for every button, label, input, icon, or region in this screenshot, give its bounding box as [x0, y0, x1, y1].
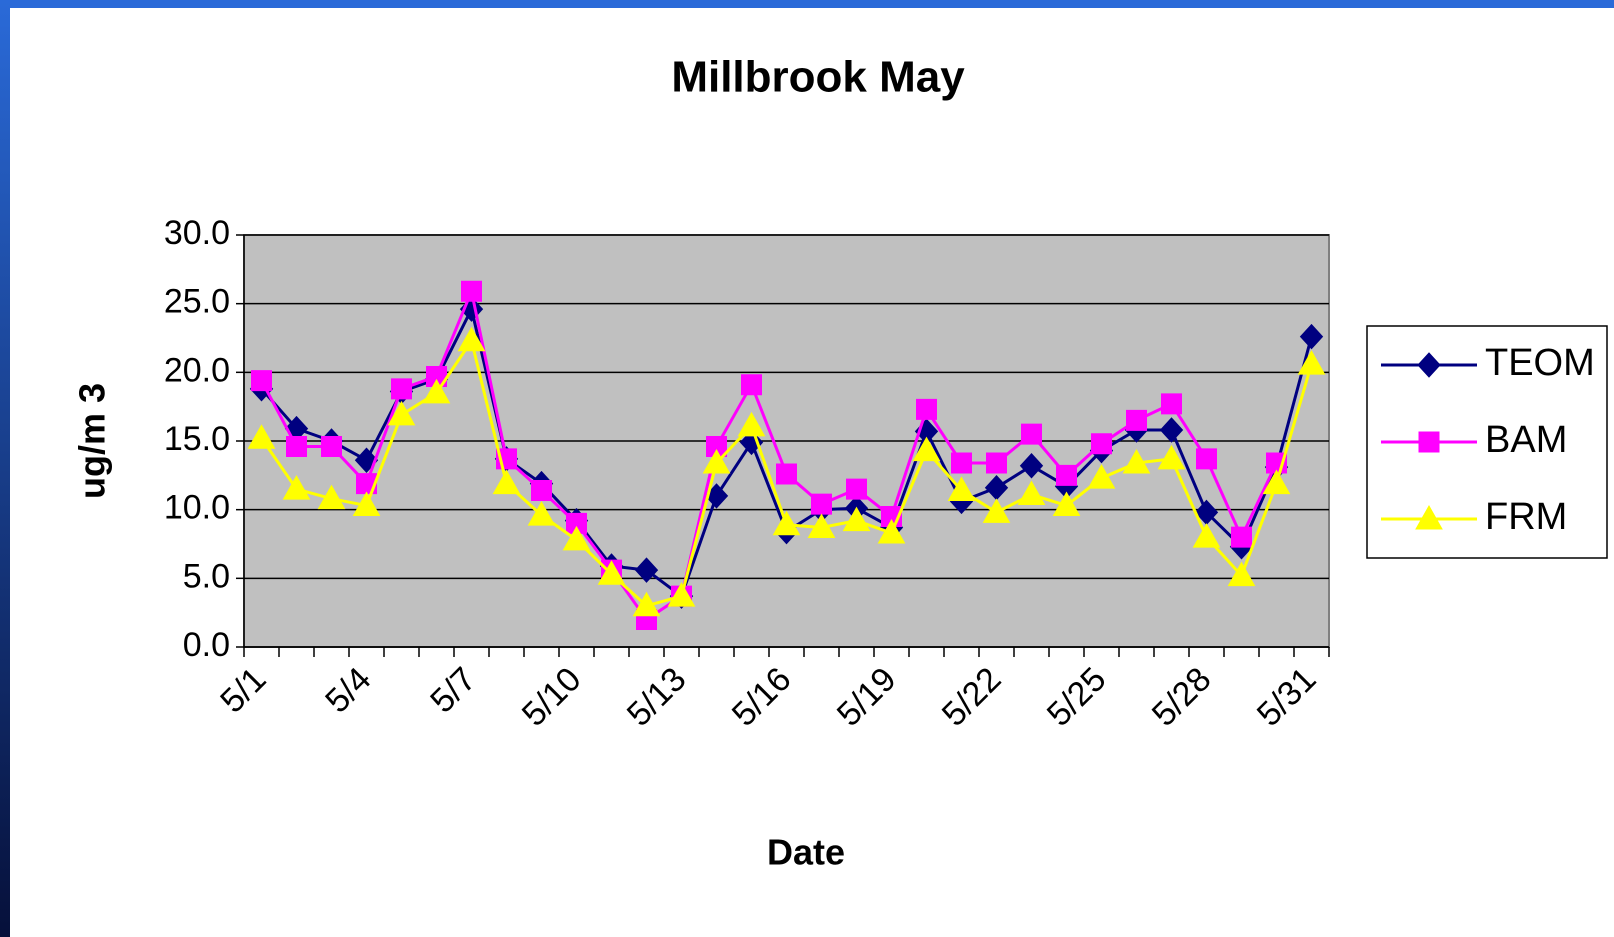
marker [317, 484, 346, 510]
marker [1231, 526, 1252, 548]
marker [562, 525, 591, 551]
marker [947, 476, 976, 501]
marker [986, 452, 1007, 474]
marker [737, 411, 766, 437]
y-tick-label: 30.0 [164, 214, 230, 252]
y-tick-label: 15.0 [164, 420, 230, 458]
marker [321, 435, 342, 457]
legend-label: TEOM [1485, 342, 1595, 384]
marker [1159, 417, 1184, 443]
marker [1126, 409, 1147, 431]
y-tick-label: 10.0 [164, 489, 230, 527]
marker [426, 365, 447, 387]
marker [1417, 352, 1441, 378]
y-tick-label: 0.0 [183, 626, 230, 664]
marker [1122, 448, 1151, 474]
marker [566, 512, 587, 534]
chart-title: Millbrook May [671, 53, 965, 102]
marker [982, 498, 1011, 523]
y-tick-label: 5.0 [183, 557, 230, 595]
marker [251, 370, 272, 392]
marker [247, 424, 276, 449]
marker [1161, 393, 1182, 415]
marker [807, 513, 836, 539]
marker [1087, 464, 1116, 489]
marker [1056, 464, 1077, 486]
marker [1415, 504, 1443, 530]
marker [741, 374, 762, 396]
legend-label: BAM [1485, 419, 1567, 461]
marker [1192, 523, 1221, 548]
marker [1052, 491, 1081, 517]
marker [282, 475, 311, 500]
x-axis-title: Date [767, 832, 845, 873]
marker [776, 463, 797, 485]
marker [1157, 444, 1186, 470]
marker [632, 591, 661, 617]
marker [1299, 323, 1324, 350]
frame-left [0, 0, 10, 937]
marker [1091, 433, 1112, 455]
marker [492, 469, 521, 495]
marker [1196, 448, 1217, 470]
marker [951, 452, 972, 474]
y-axis-title: ug/m 3 [72, 383, 113, 499]
marker [391, 378, 412, 400]
marker [1297, 350, 1326, 375]
y-tick-label: 25.0 [164, 283, 230, 321]
marker [706, 435, 727, 457]
marker [877, 518, 906, 544]
marker [286, 435, 307, 457]
marker [597, 560, 626, 585]
marker [457, 326, 486, 352]
marker [846, 478, 867, 500]
marker [634, 557, 659, 583]
marker [1262, 469, 1291, 495]
marker [916, 398, 937, 420]
marker [387, 400, 416, 426]
marker [1019, 452, 1044, 479]
marker [772, 510, 801, 536]
marker [422, 378, 451, 404]
marker [1227, 561, 1256, 587]
marker [912, 436, 941, 462]
marker [702, 448, 731, 474]
marker [811, 493, 832, 515]
marker [531, 479, 552, 501]
y-tick-label: 20.0 [164, 351, 230, 389]
marker [842, 506, 871, 532]
marker [461, 280, 482, 302]
legend-label: FRM [1485, 496, 1567, 538]
marker [1418, 431, 1440, 453]
marker [667, 582, 696, 607]
frame-top [0, 0, 1614, 8]
marker [1017, 480, 1046, 506]
marker [352, 491, 381, 517]
marker [1021, 423, 1042, 445]
marker [527, 501, 556, 526]
